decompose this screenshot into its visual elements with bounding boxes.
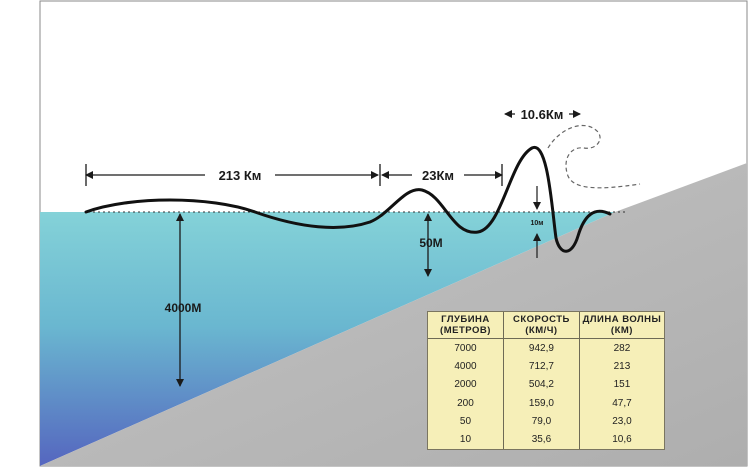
header-speed: СКОРОСТЬ (КМ/Ч) [503, 312, 580, 339]
depth-shallow-label: 50М [419, 236, 442, 250]
cell-wavelength: 151 [613, 379, 631, 391]
cell-wavelength: 47,7 [612, 397, 632, 409]
cell-wavelength: 23,0 [612, 416, 632, 428]
wavelength-shore-label: 10.6Км [521, 107, 564, 122]
depth-deep-label: 4000М [165, 301, 202, 315]
wavelength-mid-label-bg [412, 165, 464, 183]
header-depth: ГЛУБИНА (МЕТРОВ) [428, 312, 504, 339]
cell-speed: 35,6 [503, 430, 580, 449]
table-row: 7000 942,9 282 [428, 338, 664, 358]
table-row: 10 35,6 10,6 [428, 430, 664, 449]
table-row: 2000 504,2 151 [428, 375, 664, 395]
table-row: 4000 712,7 213 [428, 357, 664, 376]
cell-wavelength: 10,6 [612, 434, 632, 446]
table-row: 200 159,0 47,7 [428, 394, 664, 413]
cell-depth: 200 [428, 394, 504, 413]
cell-speed: 79,0 [503, 412, 580, 431]
cell-wavelength: 282 [613, 342, 631, 354]
table-row: 50 79,0 23,0 [428, 412, 664, 431]
wavelength-mid-label: 23Км [422, 168, 454, 183]
table-header-row: ГЛУБИНА (МЕТРОВ) СКОРОСТЬ (КМ/Ч) ДЛИНА В… [428, 312, 664, 339]
wavelength-open-label-bg [205, 165, 275, 183]
cell-speed: 712,7 [503, 357, 580, 376]
cell-depth: 4000 [428, 357, 504, 376]
cell-speed: 504,2 [503, 375, 580, 395]
cell-depth: 2000 [428, 375, 504, 395]
height-small-label: 10м [531, 220, 544, 227]
wavelength-open-label: 213 Км [219, 168, 262, 183]
wavelength-shore-label-bg [515, 106, 569, 122]
breaking-wave-outline [547, 124, 641, 189]
cell-speed: 159,0 [503, 394, 580, 413]
cell-depth: 7000 [428, 338, 504, 358]
cell-depth: 10 [428, 430, 504, 449]
cell-speed: 942,9 [503, 338, 580, 358]
depth-speed-table: ГЛУБИНА (МЕТРОВ) СКОРОСТЬ (КМ/Ч) ДЛИНА В… [427, 311, 665, 450]
header-wavelength: ДЛИНА ВОЛНЫ (КМ) [579, 312, 664, 339]
tsunami-wave-profile [84, 146, 612, 253]
cell-wavelength: 213 [613, 361, 631, 373]
cell-depth: 50 [428, 412, 504, 431]
